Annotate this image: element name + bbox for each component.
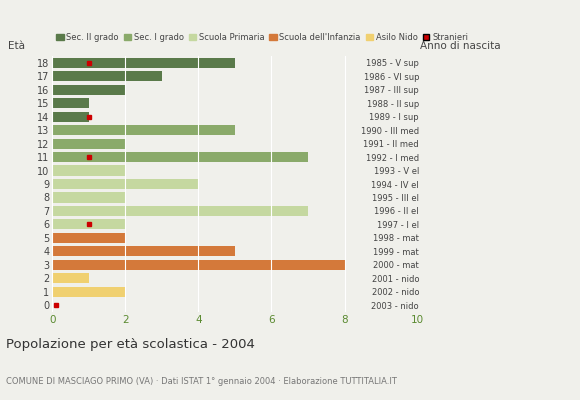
Text: Popolazione per età scolastica - 2004: Popolazione per età scolastica - 2004 [6, 338, 255, 351]
Bar [52, 112, 89, 122]
Bar [52, 219, 125, 230]
Legend: Sec. II grado, Sec. I grado, Scuola Primaria, Scuola dell'Infanzia, Asilo Nido, : Sec. II grado, Sec. I grado, Scuola Prim… [56, 32, 469, 42]
Bar [52, 71, 162, 81]
Bar [52, 260, 345, 270]
Bar [52, 58, 235, 68]
Text: COMUNE DI MASCIAGO PRIMO (VA) · Dati ISTAT 1° gennaio 2004 · Elaborazione TUTTIT: COMUNE DI MASCIAGO PRIMO (VA) · Dati IST… [6, 377, 397, 386]
Bar [52, 152, 308, 162]
Bar [52, 246, 235, 256]
Bar [52, 138, 125, 149]
Bar [52, 206, 308, 216]
Bar [52, 98, 89, 108]
Text: Anno di nascita: Anno di nascita [420, 41, 501, 51]
Bar [52, 273, 89, 283]
Bar [52, 179, 198, 189]
Bar [52, 287, 125, 297]
Text: Età: Età [8, 41, 26, 51]
Bar [52, 85, 125, 95]
Bar [52, 233, 125, 243]
Bar [52, 192, 125, 202]
Bar [52, 166, 125, 176]
Bar [52, 125, 235, 135]
